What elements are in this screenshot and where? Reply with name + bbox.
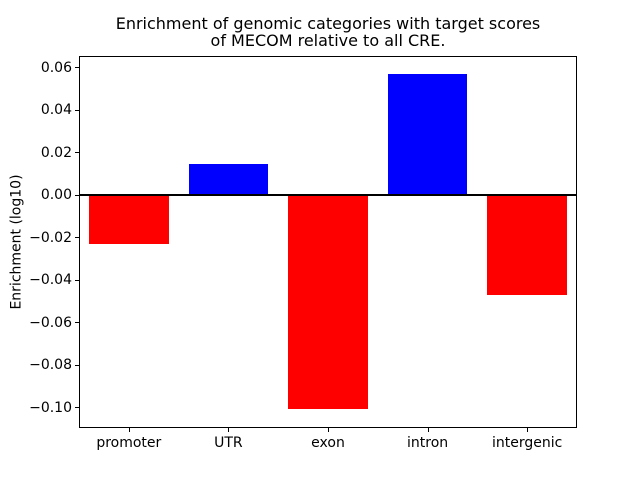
x-tick-label: promoter [96,435,162,451]
y-tick-label: 0.00 [40,187,72,204]
y-tick-label: −0.02 [29,229,72,246]
y-tick [75,322,79,324]
y-tick-label: −0.04 [29,272,72,289]
bar-intergenic [487,195,568,296]
x-tick-label: intergenic [492,435,563,451]
zero-line [79,194,577,197]
bar-promoter [88,195,169,245]
bar-intron [387,74,468,196]
y-tick [75,237,79,239]
y-tick-label: −0.10 [29,399,72,416]
x-tick-label: intron [407,435,449,451]
chart-title-line2: of MECOM relative to all CRE. [210,31,446,50]
y-tick-label: 0.02 [40,144,72,161]
plot-area [79,56,577,428]
y-tick-label: −0.06 [29,314,72,331]
y-tick-label: −0.08 [29,357,72,374]
y-tick [75,67,79,69]
y-tick [75,364,79,366]
y-tick [75,152,79,154]
y-tick [75,109,79,111]
y-tick [75,407,79,409]
x-tick [228,428,230,432]
y-tick-label: 0.04 [40,102,72,119]
x-tick [527,428,529,432]
chart-title: Enrichment of genomic categories with ta… [79,15,577,49]
chart-title-line1: Enrichment of genomic categories with ta… [115,14,541,33]
x-tick [128,428,130,432]
x-tick-label: UTR [214,435,243,451]
bar-UTR [188,164,269,196]
y-tick-label: 0.06 [40,59,72,76]
bar-exon [288,195,368,409]
x-tick-label: exon [311,435,345,451]
x-tick [328,428,329,432]
y-tick [75,194,79,196]
y-tick [75,279,79,281]
x-tick [427,428,429,432]
